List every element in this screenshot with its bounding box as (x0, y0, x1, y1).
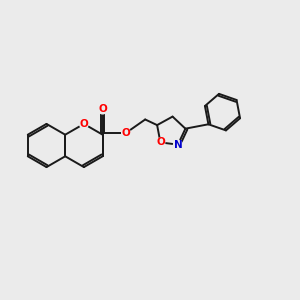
Circle shape (98, 105, 107, 114)
Circle shape (156, 138, 165, 147)
Text: O: O (98, 104, 107, 115)
Circle shape (80, 119, 88, 128)
Text: O: O (80, 119, 88, 129)
Text: N: N (173, 140, 182, 150)
Circle shape (122, 128, 130, 137)
Text: O: O (156, 137, 165, 147)
Circle shape (174, 140, 182, 149)
Text: O: O (122, 128, 130, 138)
